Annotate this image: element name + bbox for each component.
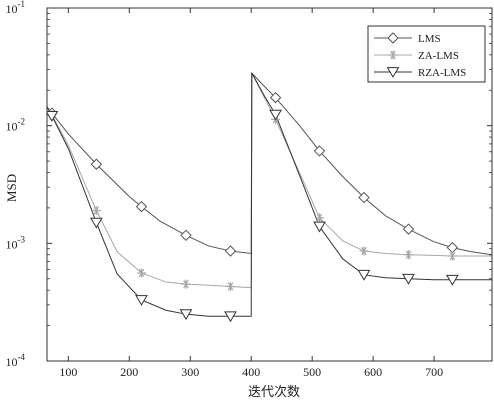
series-marker-lms-4 [224, 245, 237, 257]
x-tick-label-500: 500 [303, 365, 321, 379]
series-line-rza-lms [47, 72, 492, 317]
series-marker-rza-lms-0 [47, 111, 59, 122]
series-marker-lms-7 [358, 191, 370, 204]
series-marker-rza-lms-0-shape [47, 111, 59, 122]
series-marker-lms-3-shape [180, 229, 192, 242]
series-marker-rza-lms-4-shape [224, 311, 237, 323]
legend-label-lms: LMS [418, 33, 441, 45]
x-tick-label-700: 700 [425, 365, 443, 379]
series-marker-rza-lms-8-shape [402, 273, 415, 285]
series-marker-lms-8-shape [402, 223, 415, 235]
legend-label-rza-lms: RZA-LMS [418, 67, 466, 79]
y-tick-label-0: 10-1 [6, 0, 26, 16]
y-tick-label-2: 10-3 [6, 234, 26, 251]
series-marker-za-lms-6 [314, 213, 324, 223]
x-tick-label-100: 100 [59, 365, 77, 379]
series-marker-rza-lms-5 [269, 109, 282, 121]
legend: LMS ZA-LMS RZA-LMS [367, 25, 486, 83]
series-marker-za-lms-2 [136, 268, 146, 278]
legend-marker-lms-shape [387, 32, 399, 44]
legend-marker-lms [387, 32, 399, 44]
series-marker-rza-lms-3 [179, 309, 193, 321]
series-marker-lms-5 [269, 91, 282, 104]
series-marker-za-lms-1 [91, 206, 101, 216]
series-marker-rza-lms-9-shape [446, 274, 459, 286]
series-marker-rza-lms-6-shape [313, 221, 326, 233]
axes: 100 200 300 400 500 600 700 10-1 10-2 10-3 10-4 [6, 0, 493, 379]
legend-marker-za-lms [388, 50, 398, 60]
plot-area [47, 71, 492, 323]
legend-marker-rza-lms-shape [386, 67, 400, 78]
x-axis-label: 迭代次数 [248, 384, 300, 399]
x-tick-label-600: 600 [364, 365, 382, 379]
legend-label-za-lms: ZA-LMS [418, 50, 459, 62]
series-marker-za-lms-9 [447, 251, 457, 261]
y-tick-label-1: 10-2 [6, 117, 26, 134]
series-marker-rza-lms-9 [446, 274, 459, 286]
series-marker-rza-lms-5-shape [269, 109, 282, 121]
series-marker-lms-6 [313, 145, 326, 157]
series-marker-lms-4-shape [224, 245, 237, 257]
series-marker-lms-2-shape [135, 200, 148, 213]
series-group [47, 71, 492, 323]
series-marker-lms-6-shape [313, 145, 326, 157]
series-marker-lms-2 [135, 200, 148, 213]
series-marker-rza-lms-7 [357, 269, 371, 281]
legend-box [367, 25, 486, 83]
x-tick-label-200: 200 [120, 365, 138, 379]
plot-frame [46, 7, 493, 362]
legend-marker-rza-lms [386, 67, 400, 78]
series-marker-rza-lms-7-shape [357, 269, 371, 281]
series-marker-lms-7-shape [358, 191, 370, 204]
series-marker-rza-lms-6 [313, 221, 326, 233]
series-marker-lms-1 [90, 158, 103, 170]
series-marker-rza-lms-2 [135, 295, 148, 306]
series-marker-lms-3 [180, 229, 192, 242]
series-marker-rza-lms-8 [402, 273, 415, 285]
series-marker-rza-lms-1 [90, 217, 103, 229]
y-axis-label: MSD [4, 174, 19, 202]
series-line-lms [47, 71, 492, 256]
series-marker-za-lms-3 [181, 279, 191, 289]
series-marker-lms-1-shape [90, 158, 103, 170]
series-marker-rza-lms-4 [224, 311, 237, 323]
series-marker-lms-8 [402, 223, 415, 235]
series-marker-rza-lms-3-shape [179, 309, 193, 321]
x-tick-label-400: 400 [242, 365, 260, 379]
series-marker-za-lms-4 [225, 281, 235, 291]
series-marker-za-lms-8 [403, 250, 413, 260]
series-marker-rza-lms-1-shape [90, 217, 103, 229]
series-marker-za-lms-7 [359, 246, 369, 256]
series-marker-lms-5-shape [269, 91, 282, 104]
x-tick-label-300: 300 [181, 365, 199, 379]
y-tick-label-3: 10-4 [6, 352, 26, 369]
series-marker-rza-lms-2-shape [135, 295, 148, 306]
